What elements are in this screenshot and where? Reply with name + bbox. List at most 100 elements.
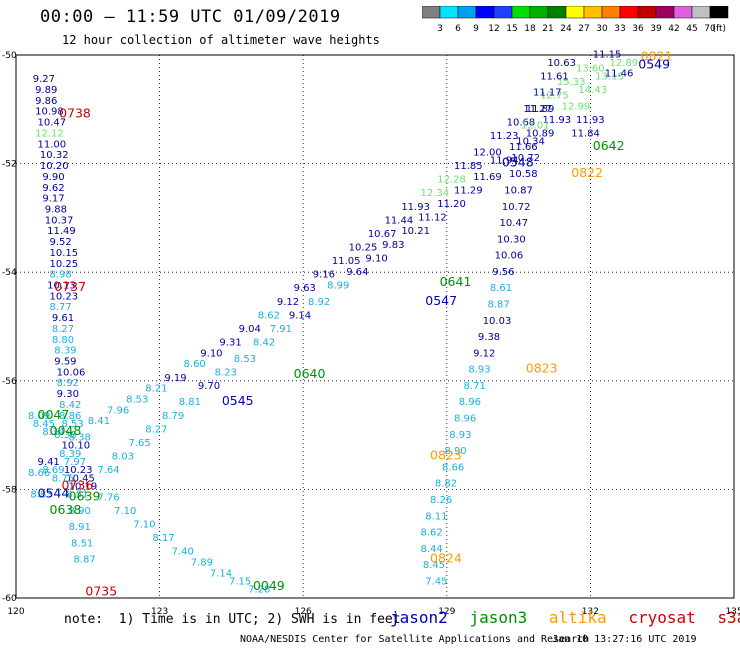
swh-point: 11.93 [401, 202, 430, 213]
swh-point: 12.99 [562, 101, 591, 112]
swh-point: 10.32 [40, 150, 69, 161]
swh-point: 7.15 [229, 576, 251, 587]
swh-point: 10.72 [511, 153, 540, 164]
swh-point: 10.87 [504, 185, 533, 196]
swh-point: 12.01 [521, 120, 550, 131]
swh-point: 9.52 [50, 237, 72, 248]
swh-point: 8.41 [88, 416, 110, 427]
swh-point: 9.61 [52, 313, 74, 324]
swh-point: 10.58 [509, 169, 538, 180]
swh-point: 8.62 [258, 310, 280, 321]
footnote: note: 1) Time is in UTC; 2) SWH is in fe… [64, 612, 401, 627]
swh-point: 8.26 [430, 495, 452, 506]
legend-altika: altika [548, 608, 607, 627]
swh-point: 10.25 [50, 259, 79, 270]
swh-point: 8.27 [52, 324, 74, 335]
swh-point: 8.53 [126, 395, 148, 406]
swh-point: 8.45 [33, 419, 55, 430]
swh-point: 10.68 [507, 118, 536, 129]
swh-point: 7.64 [97, 465, 119, 476]
pass-time-label: 0822 [571, 165, 603, 180]
color-scale-tick: 24 [560, 24, 572, 34]
swh-point: 11.44 [385, 215, 414, 226]
swh-point: 11.12 [418, 213, 447, 224]
swh-point: 14.43 [578, 85, 607, 96]
swh-point: 9.04 [239, 324, 261, 335]
y-tick-label: -52 [2, 160, 17, 170]
swh-point: 11.84 [571, 128, 600, 139]
swh-point: 8.90 [444, 446, 466, 457]
swh-point: 8.93 [449, 430, 471, 441]
swh-point: 10.98 [35, 107, 64, 118]
x-tick-label: 126 [295, 607, 312, 617]
generated-timestamp: Jan 10 13:27:16 UTC 2019 [552, 634, 697, 645]
swh-point: 12.75 [540, 90, 569, 101]
color-scale-tick: 27 [578, 24, 589, 34]
swh-point: 7.91 [270, 324, 292, 335]
swh-point: 9.10 [200, 348, 222, 359]
swh-point: 8.39 [54, 346, 76, 357]
color-swatch [709, 6, 729, 19]
swh-point: 12.34 [420, 188, 449, 199]
pass-time-label: 0736 [61, 477, 93, 492]
swh-point: 8.17 [152, 533, 174, 544]
swh-point: 8.44 [420, 544, 442, 555]
swh-point: 8.93 [468, 365, 490, 376]
swh-point: 9.89 [35, 85, 57, 96]
pass-time-label: 0049 [253, 578, 285, 593]
swh-point: 12.12 [35, 128, 64, 139]
swh-point: 10.15 [50, 248, 79, 259]
swh-point: 8.38 [69, 433, 91, 444]
y-tick-label: -60 [2, 594, 17, 604]
swh-point: 7.76 [97, 492, 119, 503]
swh-point: 7.14 [210, 568, 232, 579]
swh-point: 8.60 [184, 359, 206, 370]
swh-point: 8.51 [66, 490, 88, 501]
swh-point: 10.23 [64, 465, 93, 476]
swh-point: 11.17 [533, 88, 562, 99]
swh-point: 11.29 [454, 185, 483, 196]
pass-time-label: 0549 [638, 57, 670, 72]
x-tick-label: 123 [151, 607, 168, 617]
swh-point: 10.89 [526, 128, 555, 139]
swh-point: 9.14 [289, 310, 311, 321]
swh-point: 8.23 [215, 367, 237, 378]
swh-point: 8.83 [30, 490, 52, 501]
legend-s3a: s3a [717, 608, 740, 627]
swh-point: 11.89 [526, 104, 555, 115]
swh-point: 12.89 [610, 58, 639, 69]
pass-time-label: 0544 [38, 486, 70, 501]
swh-point: 11.69 [473, 172, 502, 183]
swh-point: 10.03 [483, 316, 512, 327]
pass-time-label: 0047 [38, 407, 70, 422]
pass-time-label: 0642 [593, 138, 625, 153]
legend-jason2: jason2 [390, 608, 448, 627]
color-scale-tick: 15 [506, 24, 517, 34]
plot-frame [15, 54, 735, 599]
swh-point: 8.75 [52, 473, 74, 484]
pass-time-label: 0547 [425, 293, 457, 308]
swh-point: 9.12 [473, 348, 495, 359]
swh-point: 8.62 [420, 528, 442, 539]
swh-point: 9.70 [198, 381, 220, 392]
swh-point: 8.09 [28, 411, 50, 422]
swh-point: 8.61 [490, 283, 512, 294]
color-scale-tick: 42 [668, 24, 679, 34]
pass-time-label: 0738 [59, 105, 91, 120]
swh-point: 7.10 [114, 506, 136, 517]
swh-point: 8.87 [73, 555, 95, 566]
swh-point: 11.46 [605, 69, 634, 80]
swh-point: 8.42 [59, 400, 81, 411]
swh-point: 11.05 [332, 256, 361, 267]
pass-time-label: 0545 [222, 393, 254, 408]
swh-point: 8.82 [435, 479, 457, 490]
swh-point: 12.00 [473, 147, 502, 158]
credit-line: NOAA/NESDIS Center for Satellite Applica… [240, 634, 590, 645]
pass-time-label: 0823 [430, 448, 462, 463]
pass-time-label: 0638 [50, 502, 82, 517]
page-title: 00:00 – 11:59 UTC 01/09/2019 [40, 7, 341, 27]
swh-point: 8.81 [179, 397, 201, 408]
swh-point: 11.61 [540, 71, 569, 82]
pass-time-label: 0639 [69, 488, 101, 503]
pass-time-label: 0823 [526, 361, 558, 376]
